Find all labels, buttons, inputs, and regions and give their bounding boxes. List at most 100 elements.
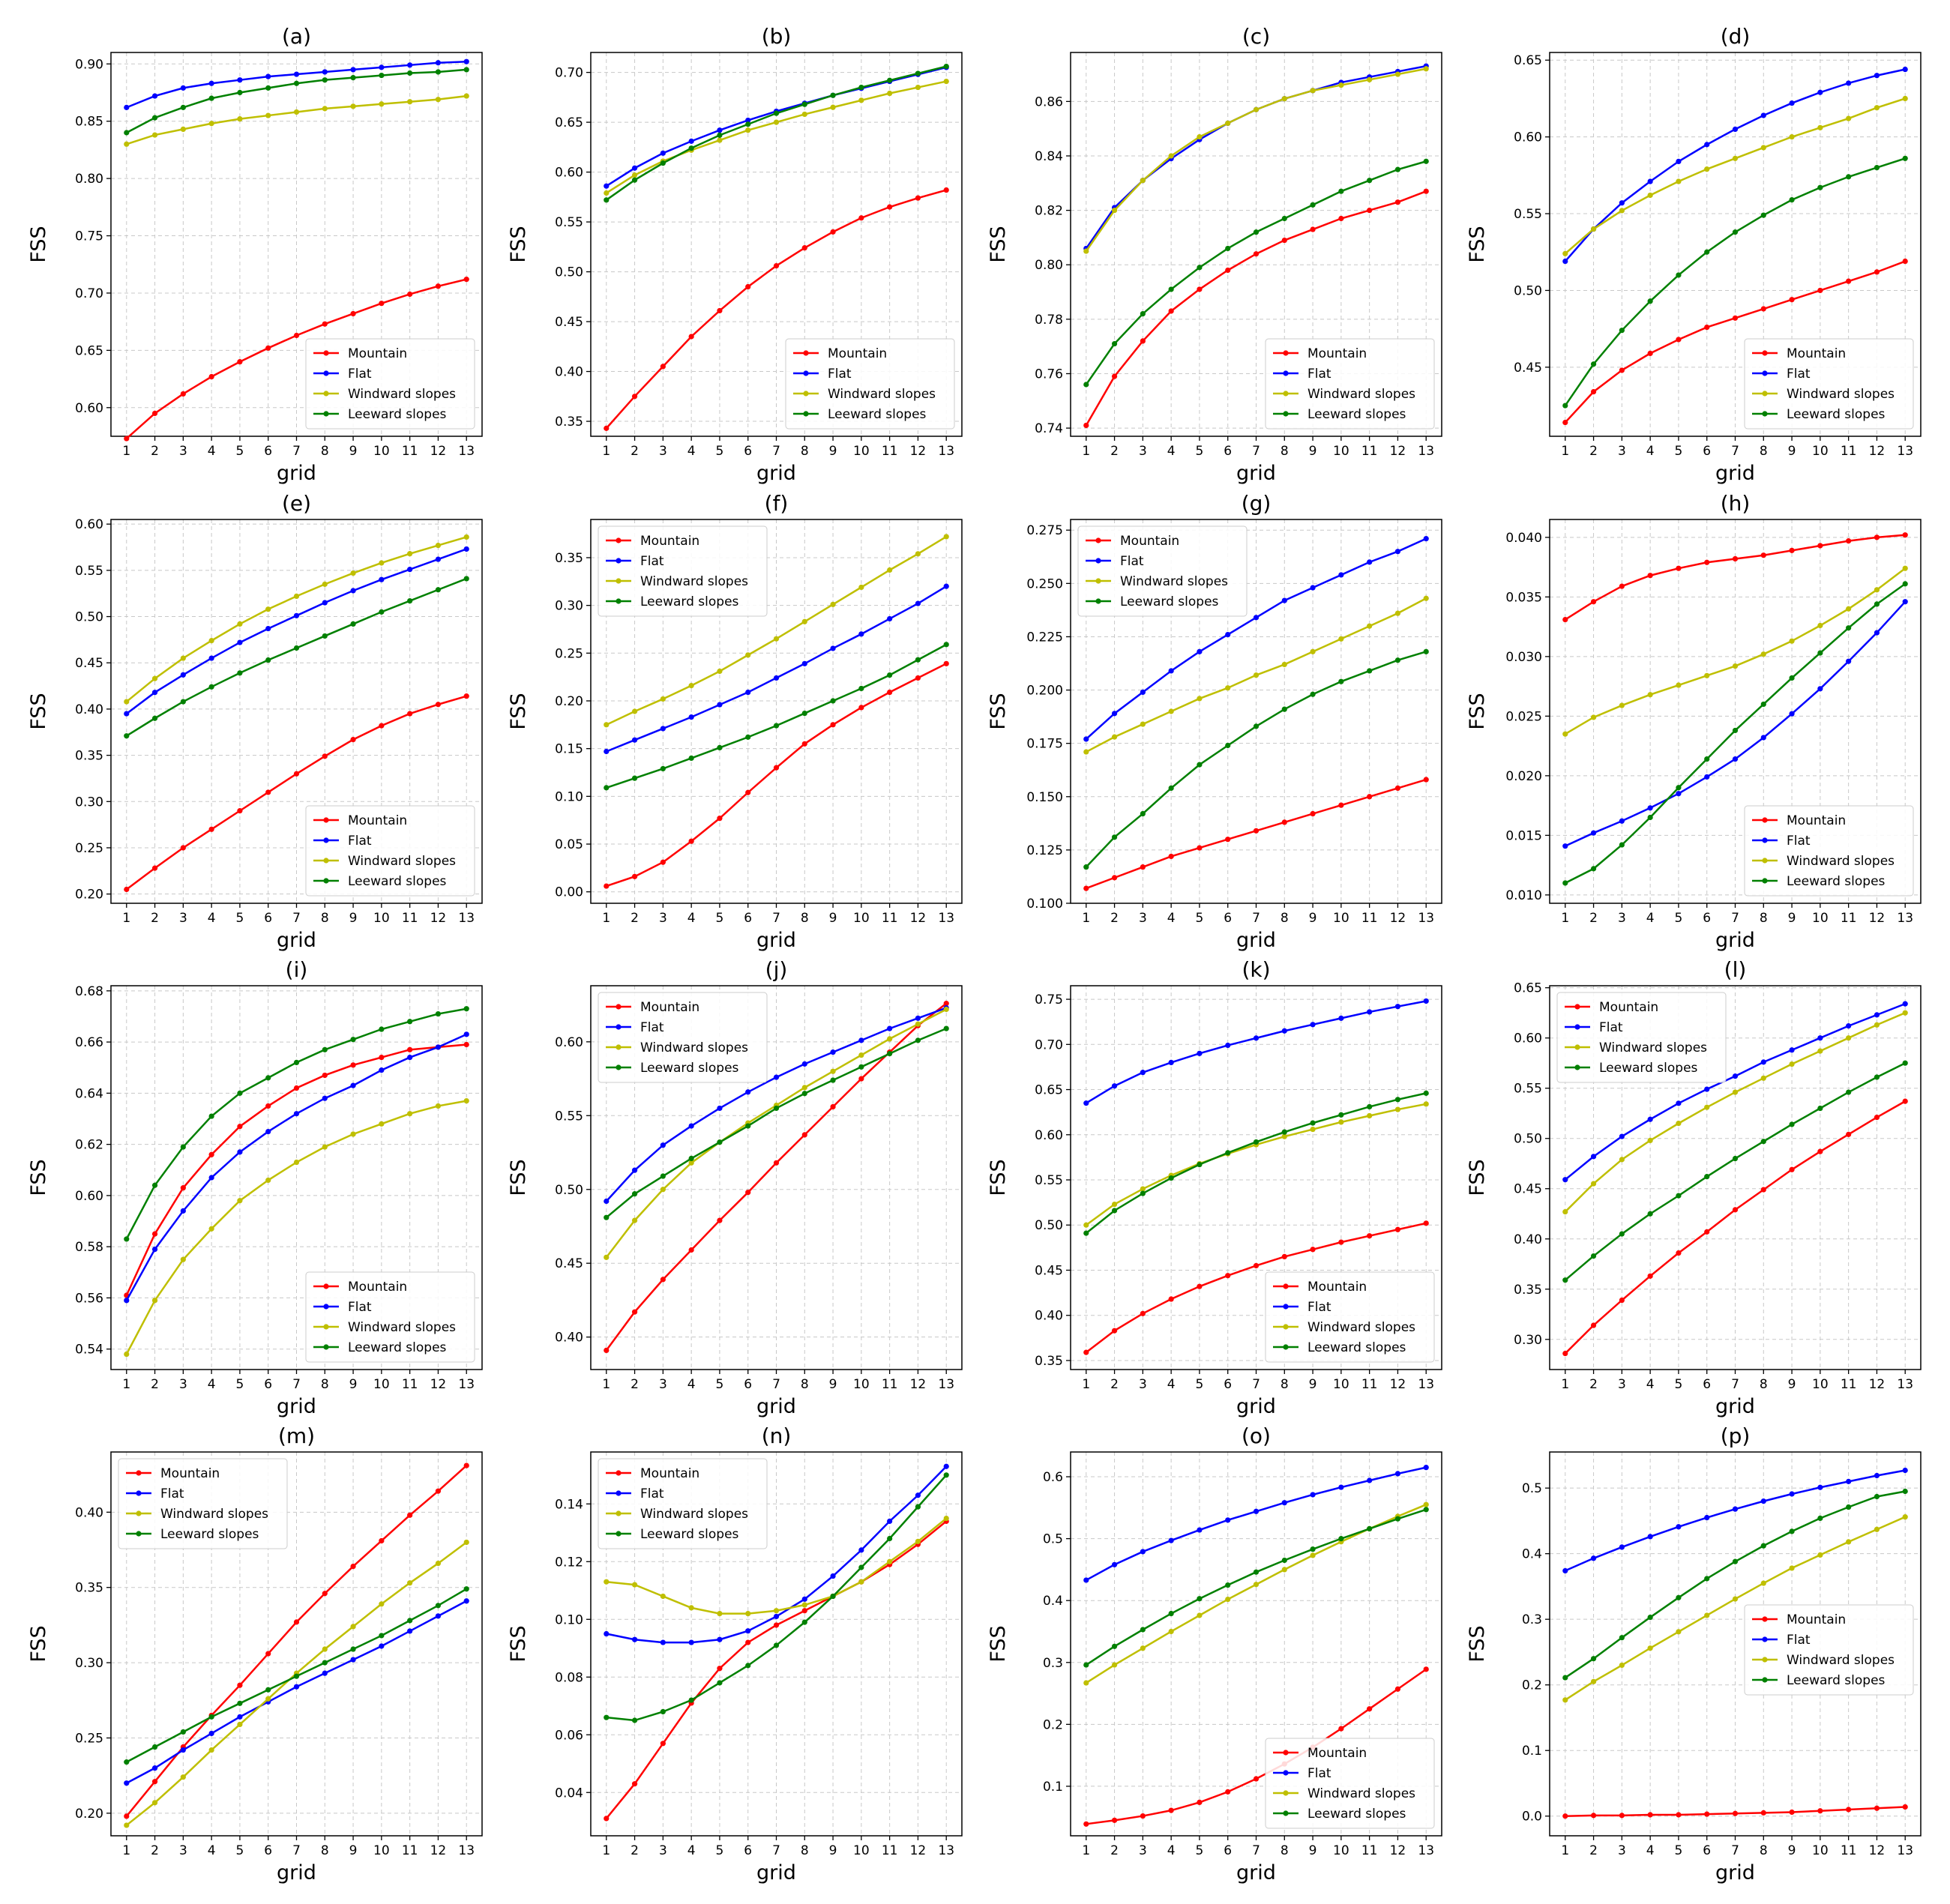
legend: Mountain Flat Windward slopes Leeward slope… xyxy=(1265,1271,1435,1363)
data-point xyxy=(887,689,893,696)
x-tick-label: 13 xyxy=(1418,444,1434,459)
legend-label-mountain: Mountain xyxy=(1787,813,1846,828)
x-tick-label: 10 xyxy=(1333,1843,1349,1858)
data-point xyxy=(1619,1231,1625,1237)
data-point xyxy=(151,1765,158,1771)
data-point xyxy=(801,1608,807,1614)
data-point xyxy=(265,1075,271,1081)
y-tick-label: 0.30 xyxy=(555,599,583,614)
data-point xyxy=(1789,1491,1795,1497)
data-point xyxy=(1619,818,1625,824)
data-point xyxy=(1168,668,1174,674)
x-tick-label: 11 xyxy=(1841,444,1857,459)
legend-marker xyxy=(323,350,329,356)
data-point xyxy=(1168,1807,1174,1813)
data-point xyxy=(1111,373,1118,379)
legend: Mountain Flat Windward slopes Leeward slope… xyxy=(1077,525,1248,617)
data-point xyxy=(1338,1112,1344,1118)
data-point xyxy=(435,1613,442,1619)
data-point xyxy=(124,1822,130,1828)
data-point xyxy=(1394,166,1401,172)
x-axis-label: grid xyxy=(1715,929,1755,952)
panel-l: 1 2 3 4 5 6 7 8 9 10 11 12 130.300.350.400.450.500.5… xyxy=(1466,957,1922,1418)
legend-marker xyxy=(616,1024,622,1030)
legend-label-leeward-slopes: Leeward slopes xyxy=(1787,407,1886,422)
data-point xyxy=(237,1149,243,1155)
data-point xyxy=(1562,616,1568,623)
data-point xyxy=(1253,828,1260,834)
data-point xyxy=(1367,1009,1373,1015)
data-point xyxy=(1647,814,1653,821)
y-tick-label: 0.60 xyxy=(75,1189,103,1204)
data-point xyxy=(1704,166,1710,172)
x-tick-label: 1 xyxy=(1082,1843,1090,1858)
data-point xyxy=(801,1619,807,1625)
data-point xyxy=(180,1729,186,1735)
data-point xyxy=(124,436,130,442)
data-point xyxy=(435,1044,442,1050)
data-point xyxy=(322,600,328,606)
data-point xyxy=(1619,1133,1625,1139)
legend-label-flat: Flat xyxy=(348,1300,372,1315)
y-tick-label: 0.60 xyxy=(1035,1128,1063,1143)
data-point xyxy=(350,103,356,109)
legend: Mountain Flat Windward slopes Leeward slope… xyxy=(1744,338,1914,430)
legend-label-windward-slopes: Windward slopes xyxy=(348,1320,456,1335)
x-tick-label: 2 xyxy=(1589,911,1598,926)
data-point xyxy=(1338,188,1344,194)
data-point xyxy=(1083,1680,1089,1686)
data-point xyxy=(1394,657,1401,663)
data-point xyxy=(688,838,694,844)
legend-label-mountain: Mountain xyxy=(1120,534,1179,549)
data-point xyxy=(1083,1222,1089,1228)
legend-box xyxy=(1265,1738,1435,1829)
x-tick-label: 6 xyxy=(264,444,272,459)
data-point xyxy=(1394,785,1401,791)
panel-title: (g) xyxy=(1242,491,1272,516)
data-point xyxy=(1704,1086,1710,1092)
data-point xyxy=(745,789,751,795)
data-point xyxy=(1732,756,1739,762)
x-axis-label: grid xyxy=(1715,462,1755,485)
data-point xyxy=(1789,675,1795,681)
data-point xyxy=(1197,845,1203,851)
x-tick-label: 2 xyxy=(151,1843,159,1858)
data-point xyxy=(435,542,442,549)
data-point xyxy=(1423,66,1429,72)
data-point xyxy=(1760,1059,1766,1065)
data-point xyxy=(1225,245,1231,252)
x-tick-label: 4 xyxy=(687,911,696,926)
x-tick-label: 9 xyxy=(1309,911,1317,926)
data-point xyxy=(1197,265,1203,271)
data-point xyxy=(858,1579,864,1585)
x-axis-label: grid xyxy=(277,929,316,952)
data-point xyxy=(1590,1253,1597,1259)
data-point xyxy=(830,722,836,728)
data-point xyxy=(407,711,413,717)
y-tick-label: 0.35 xyxy=(75,749,103,764)
y-tick-label: 0.040 xyxy=(1505,531,1542,546)
y-tick-label: 0.74 xyxy=(1035,421,1063,436)
y-tick-label: 0.0 xyxy=(1522,1810,1542,1825)
data-point xyxy=(1874,601,1880,607)
y-tick-label: 0.125 xyxy=(1026,843,1063,858)
data-point xyxy=(208,655,214,661)
series-windward-slopes xyxy=(124,1098,469,1358)
data-point xyxy=(151,1246,158,1253)
data-point xyxy=(801,1061,807,1067)
x-tick-label: 5 xyxy=(1675,444,1683,459)
legend-marker xyxy=(1762,1657,1768,1663)
series-leeward-slopes xyxy=(1562,1488,1908,1681)
x-tick-label: 8 xyxy=(1281,1377,1289,1392)
data-point xyxy=(660,1187,666,1193)
legend-marker xyxy=(1095,578,1101,584)
data-point xyxy=(1590,1181,1597,1187)
data-point xyxy=(208,684,214,690)
data-point xyxy=(631,1217,638,1223)
data-point xyxy=(1874,587,1880,593)
y-tick-label: 0.5 xyxy=(1043,1532,1063,1547)
data-point xyxy=(915,675,921,681)
x-axis-label: grid xyxy=(756,929,796,952)
data-point xyxy=(1083,1349,1089,1355)
y-tick-label: 0.58 xyxy=(75,1240,103,1255)
